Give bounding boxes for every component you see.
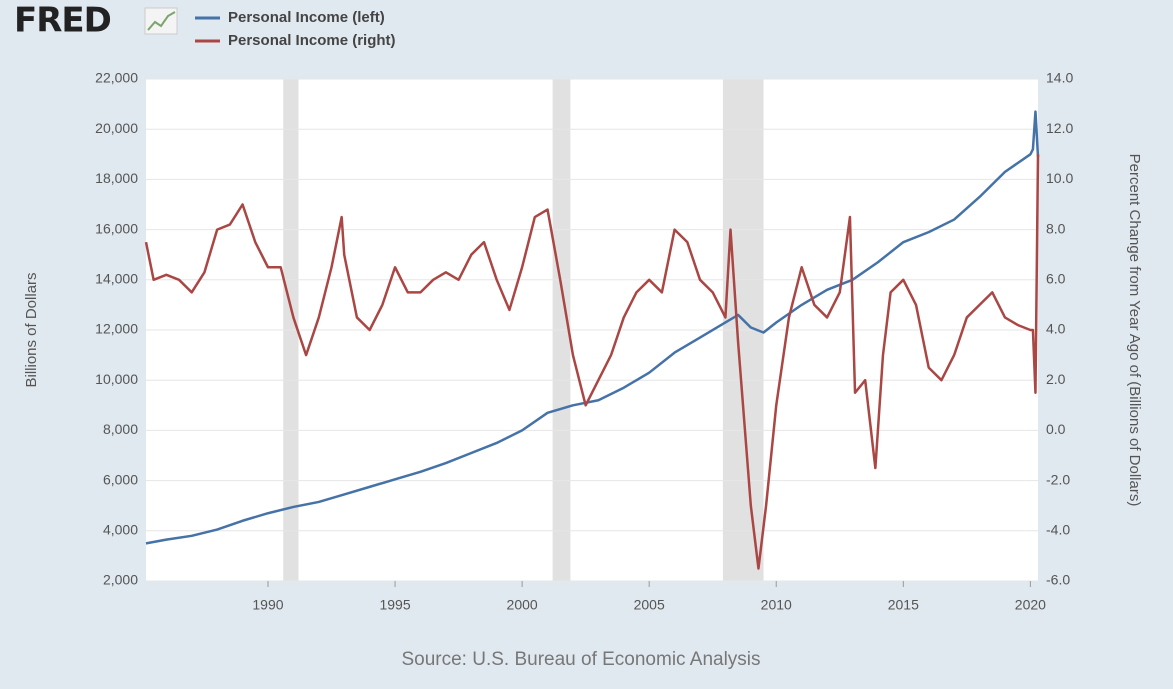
y2-tick-label: 2.0 [1046,371,1066,387]
y-tick-label: 12,000 [95,321,138,337]
source: Source: U.S. Bureau of Economic Analysis [401,649,760,670]
y-tick-label: 2,000 [103,572,138,588]
y-tick-label: 8,000 [103,421,138,437]
x-tick-label: 2005 [634,597,665,613]
y2-tick-label: 10.0 [1046,170,1073,186]
y2-axis-title: Percent Change from Year Ago of (Billion… [1126,154,1143,507]
logo: FRED [14,1,111,41]
y2-tick-label: 12.0 [1046,120,1073,136]
legend-label: Personal Income (left) [228,9,385,26]
x-tick-label: 1995 [379,597,410,613]
y-tick-label: 6,000 [103,471,138,487]
x-tick-label: 2020 [1015,597,1046,613]
y2-tick-label: 0.0 [1046,421,1066,437]
y-tick-label: 20,000 [95,120,138,136]
y2-tick-label: 6.0 [1046,271,1066,287]
y-tick-label: 16,000 [95,220,138,236]
y2-tick-label: -4.0 [1046,522,1070,538]
y-tick-label: 4,000 [103,522,138,538]
y2-tick-label: 8.0 [1046,220,1066,236]
y2-tick-label: -6.0 [1046,572,1070,588]
series-line [144,154,1040,570]
logo-icon [144,7,178,35]
y2-tick-label: -2.0 [1046,471,1070,487]
y2-tick-label: 14.0 [1046,70,1073,86]
y-tick-label: 14,000 [95,271,138,287]
y-tick-label: 22,000 [95,70,138,86]
y-tick-label: 10,000 [95,371,138,387]
y-tick-label: 18,000 [95,170,138,186]
legend-label: Personal Income (right) [228,32,396,49]
x-tick-label: 2015 [888,597,919,613]
x-tick-label: 2000 [507,597,538,613]
x-tick-label: 1990 [252,597,283,613]
series-line [145,110,1040,545]
x-tick-label: 2010 [761,597,792,613]
y-axis-title: Billions of Dollars [23,272,40,387]
y2-tick-label: 4.0 [1046,321,1066,337]
